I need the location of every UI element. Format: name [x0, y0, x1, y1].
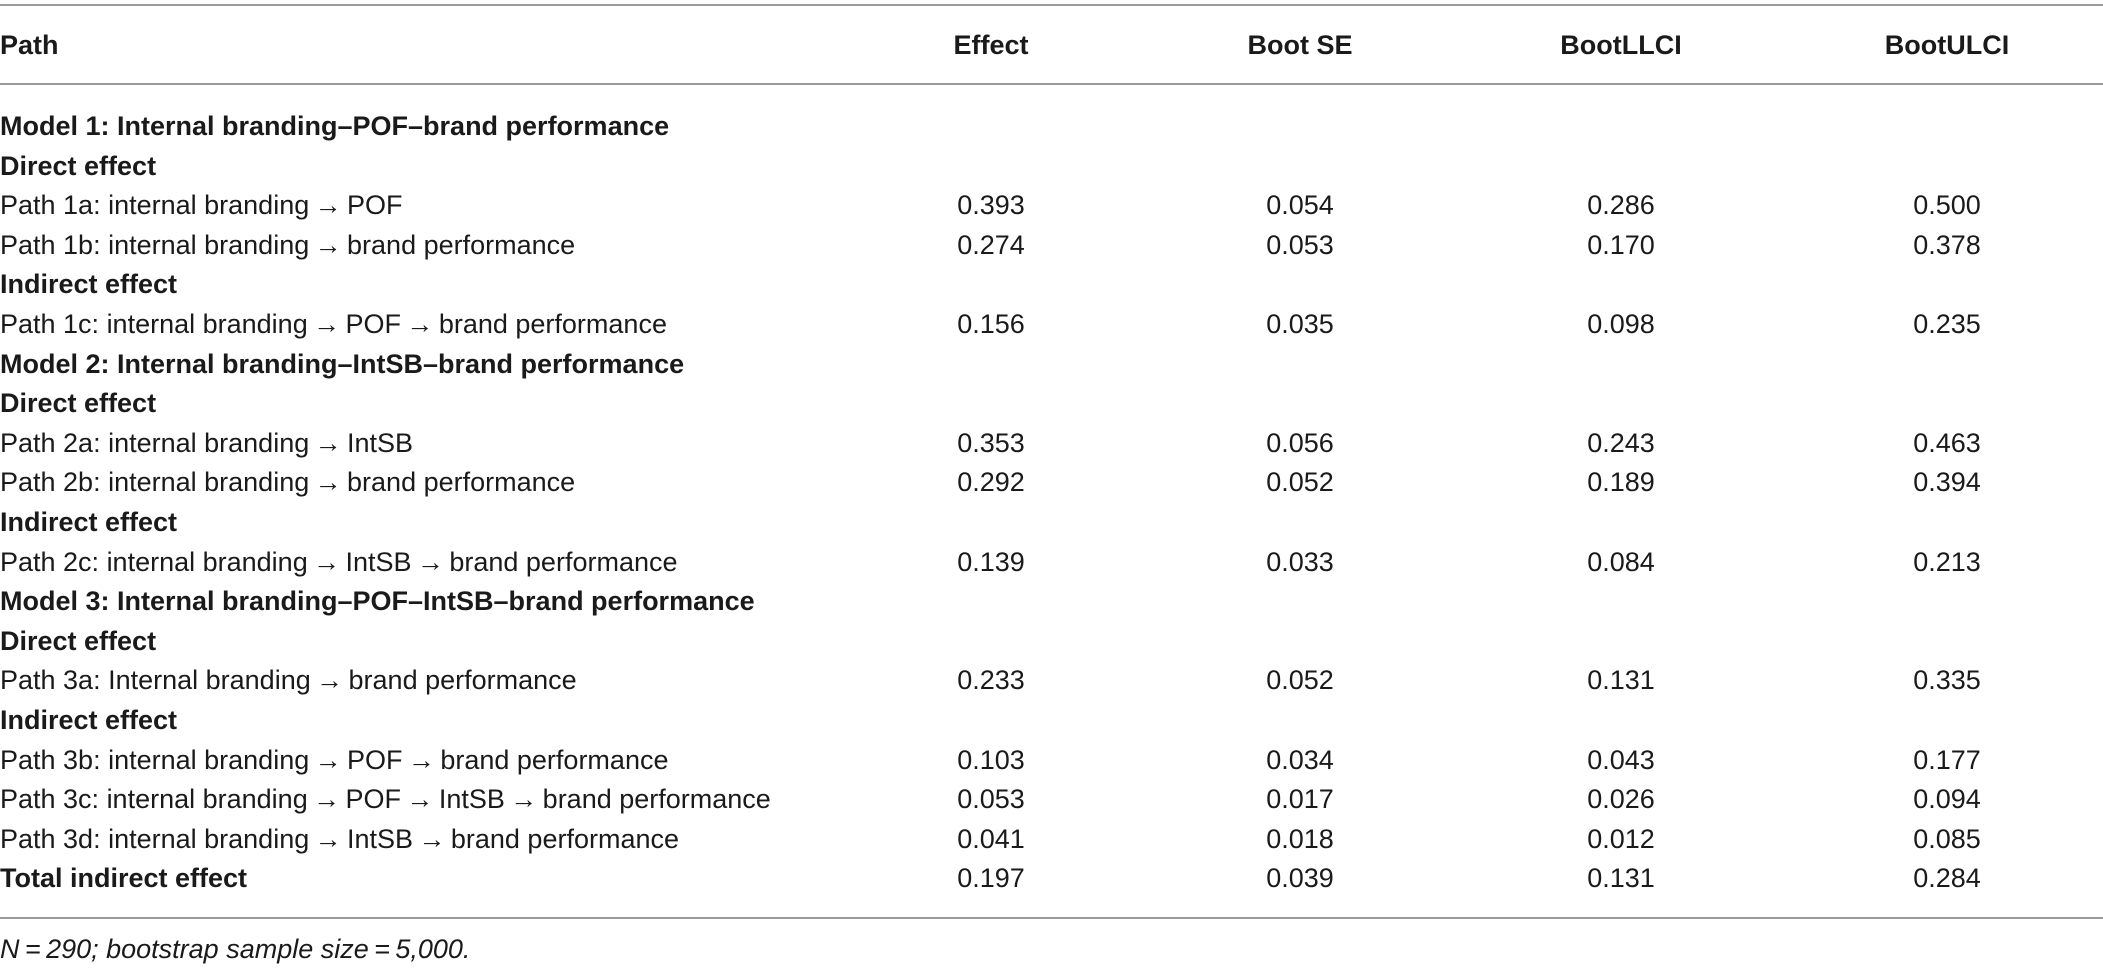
row-boot-se: 0.034	[1266, 745, 1334, 775]
table-row: Path 3d: internal branding → IntSB → bra…	[0, 819, 2103, 859]
column-header-effect: Effect	[953, 30, 1029, 60]
row-path-label: Path 3b: internal branding → POF → brand…	[0, 745, 669, 775]
table-row: Path 1a: internal branding → POF 0.393 0.0…	[0, 185, 2103, 225]
row-effect: 0.041	[957, 824, 1025, 854]
table-row: Path 3b: internal branding → POF → brand…	[0, 740, 2103, 780]
table-bottom-rule	[0, 917, 2103, 919]
row-path-label: Direct effect	[0, 151, 157, 181]
row-bootulci: 0.235	[1913, 309, 1981, 339]
row-boot-se: 0.033	[1266, 547, 1334, 577]
row-path-label: Indirect effect	[0, 507, 178, 537]
row-bootllci: 0.286	[1587, 190, 1655, 220]
table-section-heading: Indirect effect	[0, 502, 2103, 542]
row-boot-se: 0.052	[1266, 665, 1334, 695]
row-path-label: Path 2a: internal branding → IntSB	[0, 428, 414, 458]
row-effect: 0.139	[957, 547, 1025, 577]
table-top-rule	[0, 4, 2103, 6]
row-boot-se: 0.056	[1266, 428, 1334, 458]
row-path-label: Direct effect	[0, 388, 157, 418]
table-section-heading: Direct effect	[0, 146, 2103, 186]
row-boot-se: 0.054	[1266, 190, 1334, 220]
row-bootllci: 0.189	[1587, 467, 1655, 497]
row-effect: 0.353	[957, 428, 1025, 458]
row-path-label: Model 3: Internal branding–POF–IntSB–bra…	[0, 586, 755, 616]
table-section-heading: Indirect effect	[0, 700, 2103, 740]
column-header-bootllci: BootLLCI	[1560, 30, 1682, 60]
table-row: Path 3c: internal branding → POF → IntSB…	[0, 779, 2103, 819]
row-bootllci: 0.043	[1587, 745, 1655, 775]
row-path-label: Path 2c: internal branding → IntSB → bra…	[0, 547, 678, 577]
table-section-heading: Model 1: Internal branding–POF–brand per…	[0, 106, 2103, 146]
table-row: Path 1b: internal branding → brand perfo…	[0, 225, 2103, 265]
row-bootulci: 0.085	[1913, 824, 1981, 854]
row-effect: 0.103	[957, 745, 1025, 775]
row-effect: 0.393	[957, 190, 1025, 220]
row-path-label: Path 1c: internal branding → POF → brand…	[0, 309, 667, 339]
row-bootulci: 0.284	[1913, 863, 1981, 893]
row-boot-se: 0.017	[1266, 784, 1334, 814]
row-effect: 0.156	[957, 309, 1025, 339]
table-section-heading: Model 2: Internal branding–IntSB–brand p…	[0, 344, 2103, 384]
table-section-heading: Indirect effect	[0, 264, 2103, 304]
row-boot-se: 0.052	[1266, 467, 1334, 497]
row-bootulci: 0.177	[1913, 745, 1981, 775]
table-section-heading: Model 3: Internal branding–POF–IntSB–bra…	[0, 581, 2103, 621]
row-boot-se: 0.039	[1266, 863, 1334, 893]
row-path-label: Direct effect	[0, 626, 157, 656]
row-bootulci: 0.094	[1913, 784, 1981, 814]
table-row: Path 2a: internal branding → IntSB 0.353 0…	[0, 423, 2103, 463]
row-path-label: Path 3a: Internal branding → brand perfo…	[0, 665, 577, 695]
row-bootulci: 0.378	[1913, 230, 1981, 260]
table-row: Path 1c: internal branding → POF → brand…	[0, 304, 2103, 344]
row-effect: 0.292	[957, 467, 1025, 497]
row-effect: 0.053	[957, 784, 1025, 814]
table-header-row: Path Effect Boot SE BootLLCI BootULCI	[0, 25, 2103, 65]
row-path-label: Path 1a: internal branding → POF	[0, 190, 403, 220]
row-bootulci: 0.463	[1913, 428, 1981, 458]
row-path-label: Path 3c: internal branding → POF → IntSB…	[0, 784, 771, 814]
table-row: Path 2b: internal branding → brand perfo…	[0, 462, 2103, 502]
row-path-label: Indirect effect	[0, 705, 178, 735]
table-section-heading: Direct effect	[0, 383, 2103, 423]
row-bootllci: 0.170	[1587, 230, 1655, 260]
row-bootllci: 0.098	[1587, 309, 1655, 339]
row-path-label: Model 1: Internal branding–POF–brand per…	[0, 111, 670, 141]
table-section-heading: Direct effect	[0, 621, 2103, 661]
table-row-total: Total indirect effect 0.197 0.039 0.131 0.28…	[0, 858, 2103, 898]
row-path-label: Model 2: Internal branding–IntSB–brand p…	[0, 349, 685, 379]
row-effect: 0.274	[957, 230, 1025, 260]
row-bootulci: 0.500	[1913, 190, 1981, 220]
row-effect: 0.197	[957, 863, 1025, 893]
table-row: Path 2c: internal branding → IntSB → bra…	[0, 542, 2103, 582]
row-bootllci: 0.131	[1587, 665, 1655, 695]
column-header-path: Path	[0, 30, 59, 60]
row-bootllci: 0.084	[1587, 547, 1655, 577]
row-path-label: Path 1b: internal branding → brand perfo…	[0, 230, 576, 260]
row-path-label: Path 2b: internal branding → brand perfo…	[0, 467, 576, 497]
column-header-bootulci: BootULCI	[1884, 30, 2010, 60]
row-boot-se: 0.018	[1266, 824, 1334, 854]
table-footnote: N = 290; bootstrap sample size = 5,000.	[0, 934, 471, 964]
column-header-boot-se: Boot SE	[1247, 30, 1353, 60]
row-bootllci: 0.026	[1587, 784, 1655, 814]
row-path-label: Total indirect effect	[0, 863, 248, 893]
table-header-rule	[0, 83, 2103, 85]
row-bootllci: 0.131	[1587, 863, 1655, 893]
row-boot-se: 0.035	[1266, 309, 1334, 339]
row-bootulci: 0.335	[1913, 665, 1981, 695]
row-path-label: Indirect effect	[0, 269, 178, 299]
row-bootulci: 0.394	[1913, 467, 1981, 497]
row-bootulci: 0.213	[1913, 547, 1981, 577]
row-boot-se: 0.053	[1266, 230, 1334, 260]
table-row: Path 3a: Internal branding → brand perfo…	[0, 660, 2103, 700]
row-bootllci: 0.243	[1587, 428, 1655, 458]
row-bootllci: 0.012	[1587, 824, 1655, 854]
row-effect: 0.233	[957, 665, 1025, 695]
row-path-label: Path 3d: internal branding → IntSB → bra…	[0, 824, 680, 854]
